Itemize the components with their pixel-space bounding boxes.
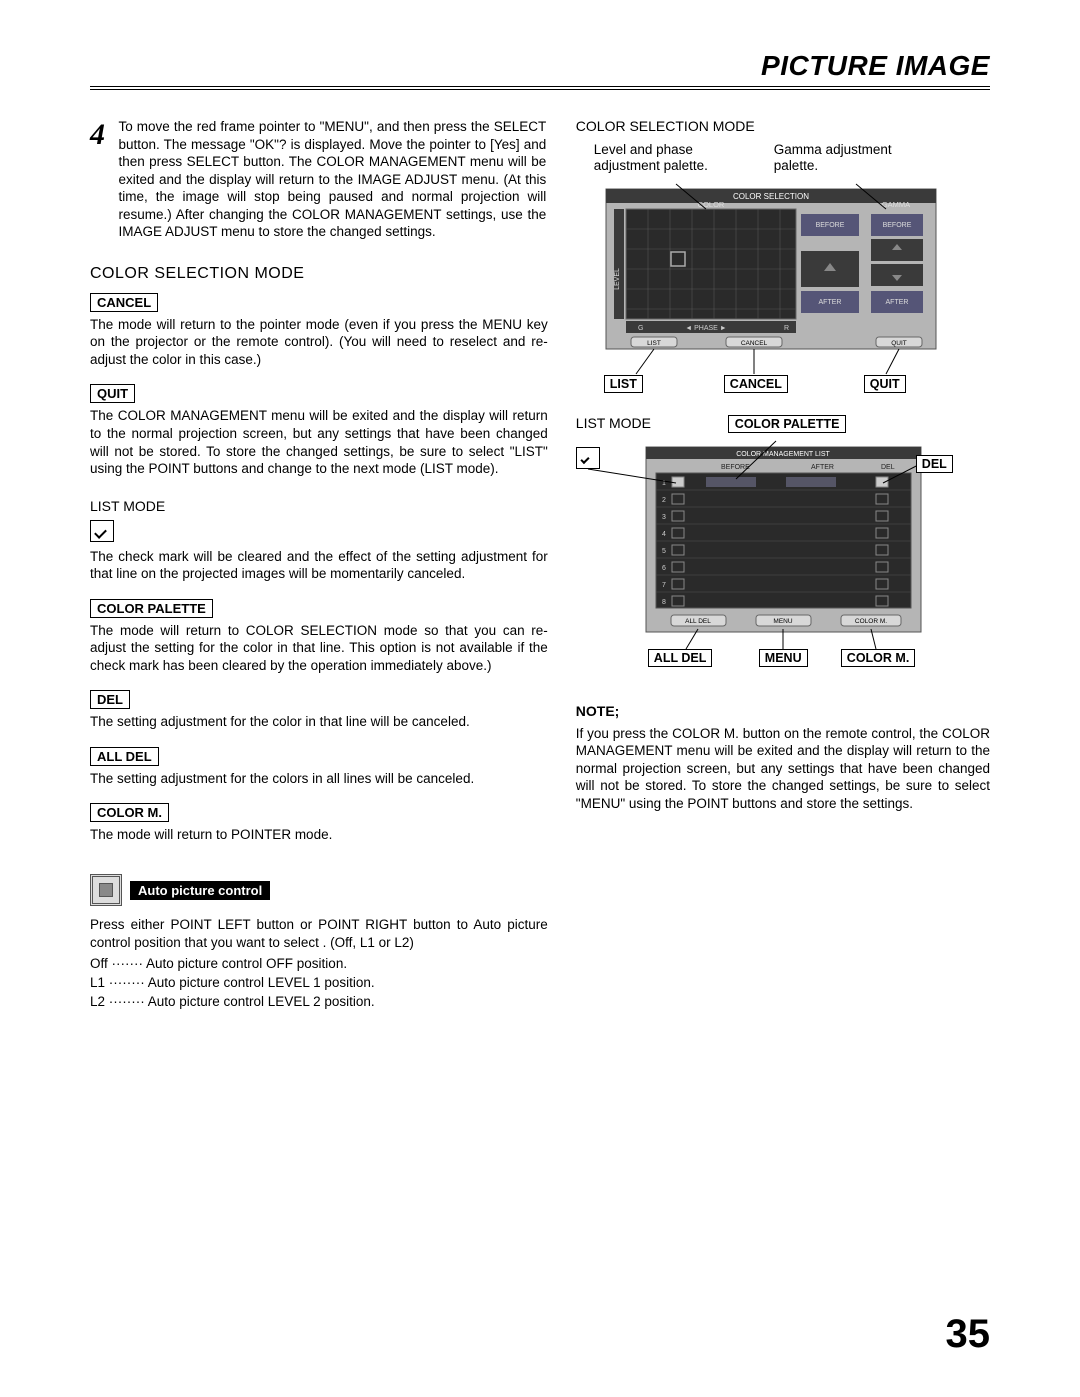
- list-mode-figure: COLOR MANAGEMENT LIST BEFORE AFTER DEL 1…: [576, 439, 990, 679]
- quit-label: QUIT: [90, 384, 135, 403]
- svg-text:3: 3: [662, 514, 666, 521]
- del-label: DEL: [90, 690, 130, 709]
- svg-text:R: R: [784, 325, 789, 332]
- list-mode-heading-right: LIST MODE: [576, 415, 686, 433]
- check-text: The check mark will be cleared and the e…: [90, 548, 548, 583]
- auto-picture-control-row: Auto picture control: [90, 874, 548, 906]
- quit-callout: QUIT: [864, 375, 906, 393]
- svg-text:6: 6: [662, 565, 666, 572]
- svg-text:AFTER: AFTER: [811, 464, 834, 471]
- list-mode-svg: COLOR MANAGEMENT LIST BEFORE AFTER DEL 1…: [576, 439, 966, 664]
- color-palette-text: The mode will return to COLOR SELECTION …: [90, 622, 548, 675]
- cancel-callout: CANCEL: [724, 375, 788, 393]
- svg-text:COLOR SELECTION: COLOR SELECTION: [733, 192, 809, 201]
- csm-heading: COLOR SELECTION MODE: [90, 265, 548, 283]
- two-column-layout: 4 To move the red frame pointer to "MENU…: [90, 118, 990, 1012]
- svg-text:AFTER: AFTER: [885, 299, 908, 306]
- svg-text:COLOR: COLOR: [697, 200, 724, 209]
- color-palette-callout: COLOR PALETTE: [728, 415, 847, 433]
- cancel-text: The mode will return to the pointer mode…: [90, 316, 548, 369]
- color-selection-figure: COLOR SELECTION COLOR LEVEL: [576, 179, 990, 409]
- level-phase-caption: Level and phase adjustment palette.: [594, 142, 744, 176]
- step-number: 4: [90, 118, 114, 152]
- svg-text:4: 4: [662, 531, 666, 538]
- svg-text:◄ PHASE ►: ◄ PHASE ►: [685, 325, 726, 332]
- page-number: 35: [946, 1312, 991, 1357]
- right-column: COLOR SELECTION MODE Level and phase adj…: [576, 118, 990, 1012]
- colorm-label: COLOR M.: [90, 803, 169, 822]
- svg-text:QUIT: QUIT: [891, 340, 907, 347]
- svg-text:LEVEL: LEVEL: [614, 268, 621, 290]
- svg-text:BEFORE: BEFORE: [815, 222, 844, 229]
- del-text: The setting adjustment for the color in …: [90, 713, 548, 731]
- del-callout: DEL: [916, 455, 953, 473]
- cancel-label: CANCEL: [90, 293, 158, 312]
- note-body: If you press the COLOR M. button on the …: [576, 725, 990, 813]
- color-palette-label: COLOR PALETTE: [90, 599, 213, 618]
- svg-text:8: 8: [662, 599, 666, 606]
- list-callout: LIST: [604, 375, 643, 393]
- colorm-callout: COLOR M.: [841, 649, 916, 667]
- svg-text:ALL DEL: ALL DEL: [685, 618, 711, 625]
- colorm-text: The mode will return to POINTER mode.: [90, 826, 548, 844]
- svg-text:7: 7: [662, 582, 666, 589]
- svg-text:LIST: LIST: [647, 340, 661, 347]
- auto-picture-control-label: Auto picture control: [130, 881, 270, 900]
- color-selection-svg: COLOR SELECTION COLOR LEVEL: [576, 179, 966, 379]
- svg-text:GAMMA: GAMMA: [882, 200, 910, 209]
- apc-l1: L1 ········ Auto picture control LEVEL 1…: [90, 974, 548, 993]
- svg-text:AFTER: AFTER: [818, 299, 841, 306]
- alldel-text: The setting adjustment for the colors in…: [90, 770, 548, 788]
- left-column: 4 To move the red frame pointer to "MENU…: [90, 118, 548, 1012]
- apc-l2: L2 ········ Auto picture control LEVEL 2…: [90, 993, 548, 1012]
- quit-text: The COLOR MANAGEMENT menu will be exited…: [90, 407, 548, 477]
- svg-text:COLOR MANAGEMENT LIST: COLOR MANAGEMENT LIST: [736, 451, 830, 458]
- menu-callout: MENU: [759, 649, 808, 667]
- apc-off: Off ······· Auto picture control OFF pos…: [90, 955, 548, 974]
- alldel-label: ALL DEL: [90, 747, 159, 766]
- apc-intro: Press either POINT LEFT button or POINT …: [90, 916, 548, 951]
- page-title: PICTURE IMAGE: [90, 50, 990, 90]
- svg-text:BEFORE: BEFORE: [882, 222, 911, 229]
- svg-text:COLOR M.: COLOR M.: [855, 618, 887, 625]
- step-text: To move the red frame pointer to "MENU",…: [118, 118, 546, 241]
- svg-text:MENU: MENU: [773, 618, 792, 625]
- svg-text:5: 5: [662, 548, 666, 555]
- csm-heading-right: COLOR SELECTION MODE: [576, 118, 990, 136]
- alldel-callout: ALL DEL: [648, 649, 713, 667]
- list-mode-heading: LIST MODE: [90, 498, 548, 514]
- gamma-caption: Gamma adjustment palette.: [774, 142, 924, 176]
- svg-text:CANCEL: CANCEL: [741, 340, 768, 347]
- svg-text:2: 2: [662, 497, 666, 504]
- note-heading: NOTE;: [576, 703, 990, 719]
- svg-text:DEL: DEL: [881, 464, 895, 471]
- step-4: 4 To move the red frame pointer to "MENU…: [90, 118, 548, 241]
- auto-picture-control-icon: [90, 874, 122, 906]
- svg-text:G: G: [638, 325, 643, 332]
- checkmark-icon: [90, 520, 114, 542]
